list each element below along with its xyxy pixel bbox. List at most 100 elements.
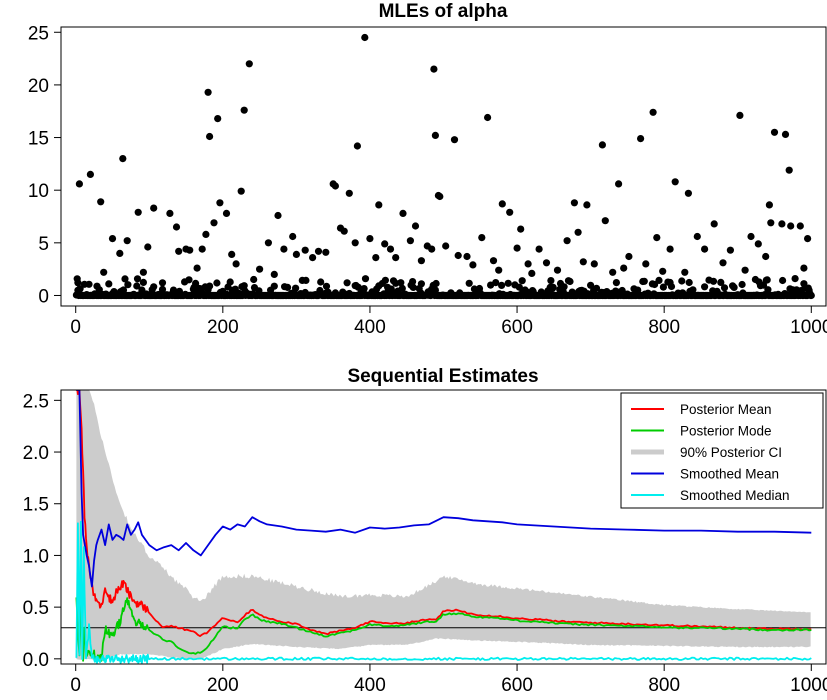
data-point	[158, 279, 167, 287]
data-point	[322, 282, 331, 290]
scatter-points	[72, 33, 815, 300]
y-tick-label: 1.5	[23, 495, 49, 516]
data-point	[710, 220, 718, 228]
data-point	[787, 222, 795, 230]
data-point	[139, 278, 147, 286]
data-point	[583, 201, 591, 209]
data-point	[620, 264, 628, 272]
data-point	[615, 180, 623, 188]
data-point	[754, 240, 762, 248]
data-point	[361, 33, 369, 42]
data-point	[653, 234, 661, 242]
data-point	[637, 135, 645, 143]
data-point	[535, 245, 543, 253]
data-point	[353, 142, 361, 150]
data-point	[392, 254, 400, 262]
data-point	[198, 245, 206, 253]
data-point	[640, 277, 648, 285]
data-point	[701, 283, 709, 291]
data-point	[770, 128, 779, 136]
data-point	[274, 211, 282, 220]
x-tick-label: 0	[70, 317, 81, 338]
data-point	[736, 111, 744, 119]
data-point	[592, 284, 601, 292]
data-point	[655, 276, 663, 284]
data-point	[105, 280, 113, 288]
data-point	[442, 242, 450, 250]
plot-frame	[60, 389, 827, 665]
chart-title: MLEs of alpha	[379, 1, 508, 22]
data-point	[202, 230, 210, 238]
data-point	[432, 279, 440, 288]
data-point	[601, 217, 609, 225]
data-point	[417, 257, 425, 265]
data-point	[226, 278, 234, 286]
data-point	[542, 259, 551, 267]
data-point	[747, 232, 755, 241]
data-point	[504, 279, 512, 287]
data-point	[139, 268, 147, 276]
data-point	[232, 260, 240, 268]
data-point	[76, 285, 84, 293]
data-point	[270, 270, 278, 278]
data-point	[547, 277, 555, 285]
data-point	[579, 258, 587, 266]
series-line-smoothed-mean	[76, 390, 812, 588]
data-point	[717, 278, 725, 286]
data-point	[506, 208, 514, 216]
data-point	[345, 189, 353, 197]
data-point	[372, 254, 380, 262]
data-point	[119, 286, 128, 294]
data-point	[387, 285, 395, 293]
data-point	[340, 227, 348, 235]
legend-label: Smoothed Median	[680, 488, 790, 503]
data-point	[411, 222, 420, 230]
data-point	[134, 208, 142, 216]
chart-title: Sequential Estimates	[347, 366, 538, 387]
data-point	[609, 268, 617, 276]
data-point	[386, 245, 395, 253]
data-point	[807, 291, 815, 300]
data-point	[719, 259, 727, 267]
data-point	[256, 265, 264, 273]
data-point	[701, 245, 709, 253]
data-point	[430, 65, 438, 73]
data-point	[280, 245, 288, 253]
data-point	[684, 189, 693, 197]
y-tick-label: 20	[28, 76, 49, 97]
data-point	[450, 136, 459, 144]
data-point	[331, 182, 339, 190]
data-point	[270, 282, 278, 290]
data-point	[381, 276, 389, 284]
data-point	[693, 232, 701, 241]
data-point	[97, 198, 105, 206]
data-point	[301, 246, 309, 254]
x-tick-label: 400	[354, 317, 386, 338]
data-point	[685, 278, 693, 287]
y-tick-label: 0.0	[23, 650, 49, 671]
data-point	[123, 237, 131, 245]
y-tick-label: 0	[38, 286, 49, 307]
data-point	[193, 264, 201, 272]
y-tick-label: 0.5	[23, 598, 49, 619]
x-tick-label: 800	[648, 675, 680, 696]
data-point	[549, 283, 557, 291]
data-point	[214, 115, 222, 123]
data-point	[133, 275, 142, 283]
data-point	[166, 209, 174, 217]
y-tick-label: 2.5	[23, 391, 49, 412]
y-tick-label: 1.0	[23, 546, 49, 567]
data-point	[553, 266, 562, 274]
data-point	[779, 276, 787, 285]
data-point	[86, 170, 94, 178]
data-point	[709, 277, 718, 285]
data-point	[498, 200, 506, 208]
data-point	[517, 225, 525, 233]
data-point	[116, 249, 124, 257]
data-point	[216, 199, 224, 207]
y-tick-label: 2.0	[23, 443, 49, 464]
data-point	[381, 240, 389, 248]
